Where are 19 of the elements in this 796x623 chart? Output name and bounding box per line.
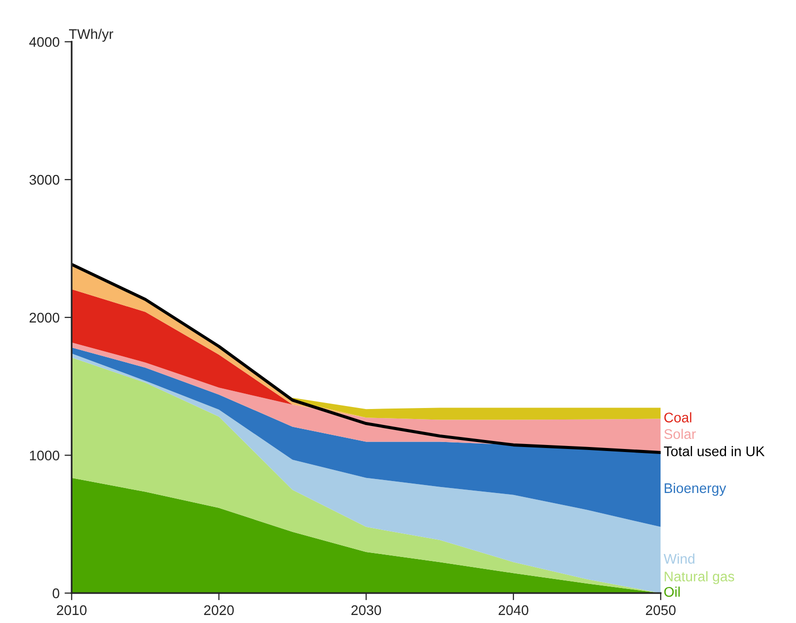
y-tick-label: 2000 xyxy=(30,312,60,323)
x-tick-label: 2040 xyxy=(498,605,528,616)
x-tick-label: 2020 xyxy=(204,605,234,616)
y-tick-label: 3000 xyxy=(29,174,60,185)
x-tick-label: 2030 xyxy=(351,605,382,616)
x-tick-label: 2050 xyxy=(646,605,676,616)
y-tick-label: 0 xyxy=(52,588,60,598)
series-label: Natural gas xyxy=(664,571,734,584)
y-tick-label: 4000 xyxy=(29,37,60,47)
y-tick-label: 1000 xyxy=(30,450,60,460)
x-tick-label: 2010 xyxy=(56,605,87,616)
series-label: Coal xyxy=(664,412,692,422)
series-label: Solar xyxy=(664,428,696,439)
y-axis-title: TWh/yr xyxy=(69,28,114,42)
series-label: Total used in UK xyxy=(664,446,765,456)
series-label: Oil xyxy=(664,586,680,597)
series-label: Bioenergy xyxy=(664,482,726,496)
line-series xyxy=(72,262,661,454)
series-label: Wind xyxy=(664,554,694,564)
